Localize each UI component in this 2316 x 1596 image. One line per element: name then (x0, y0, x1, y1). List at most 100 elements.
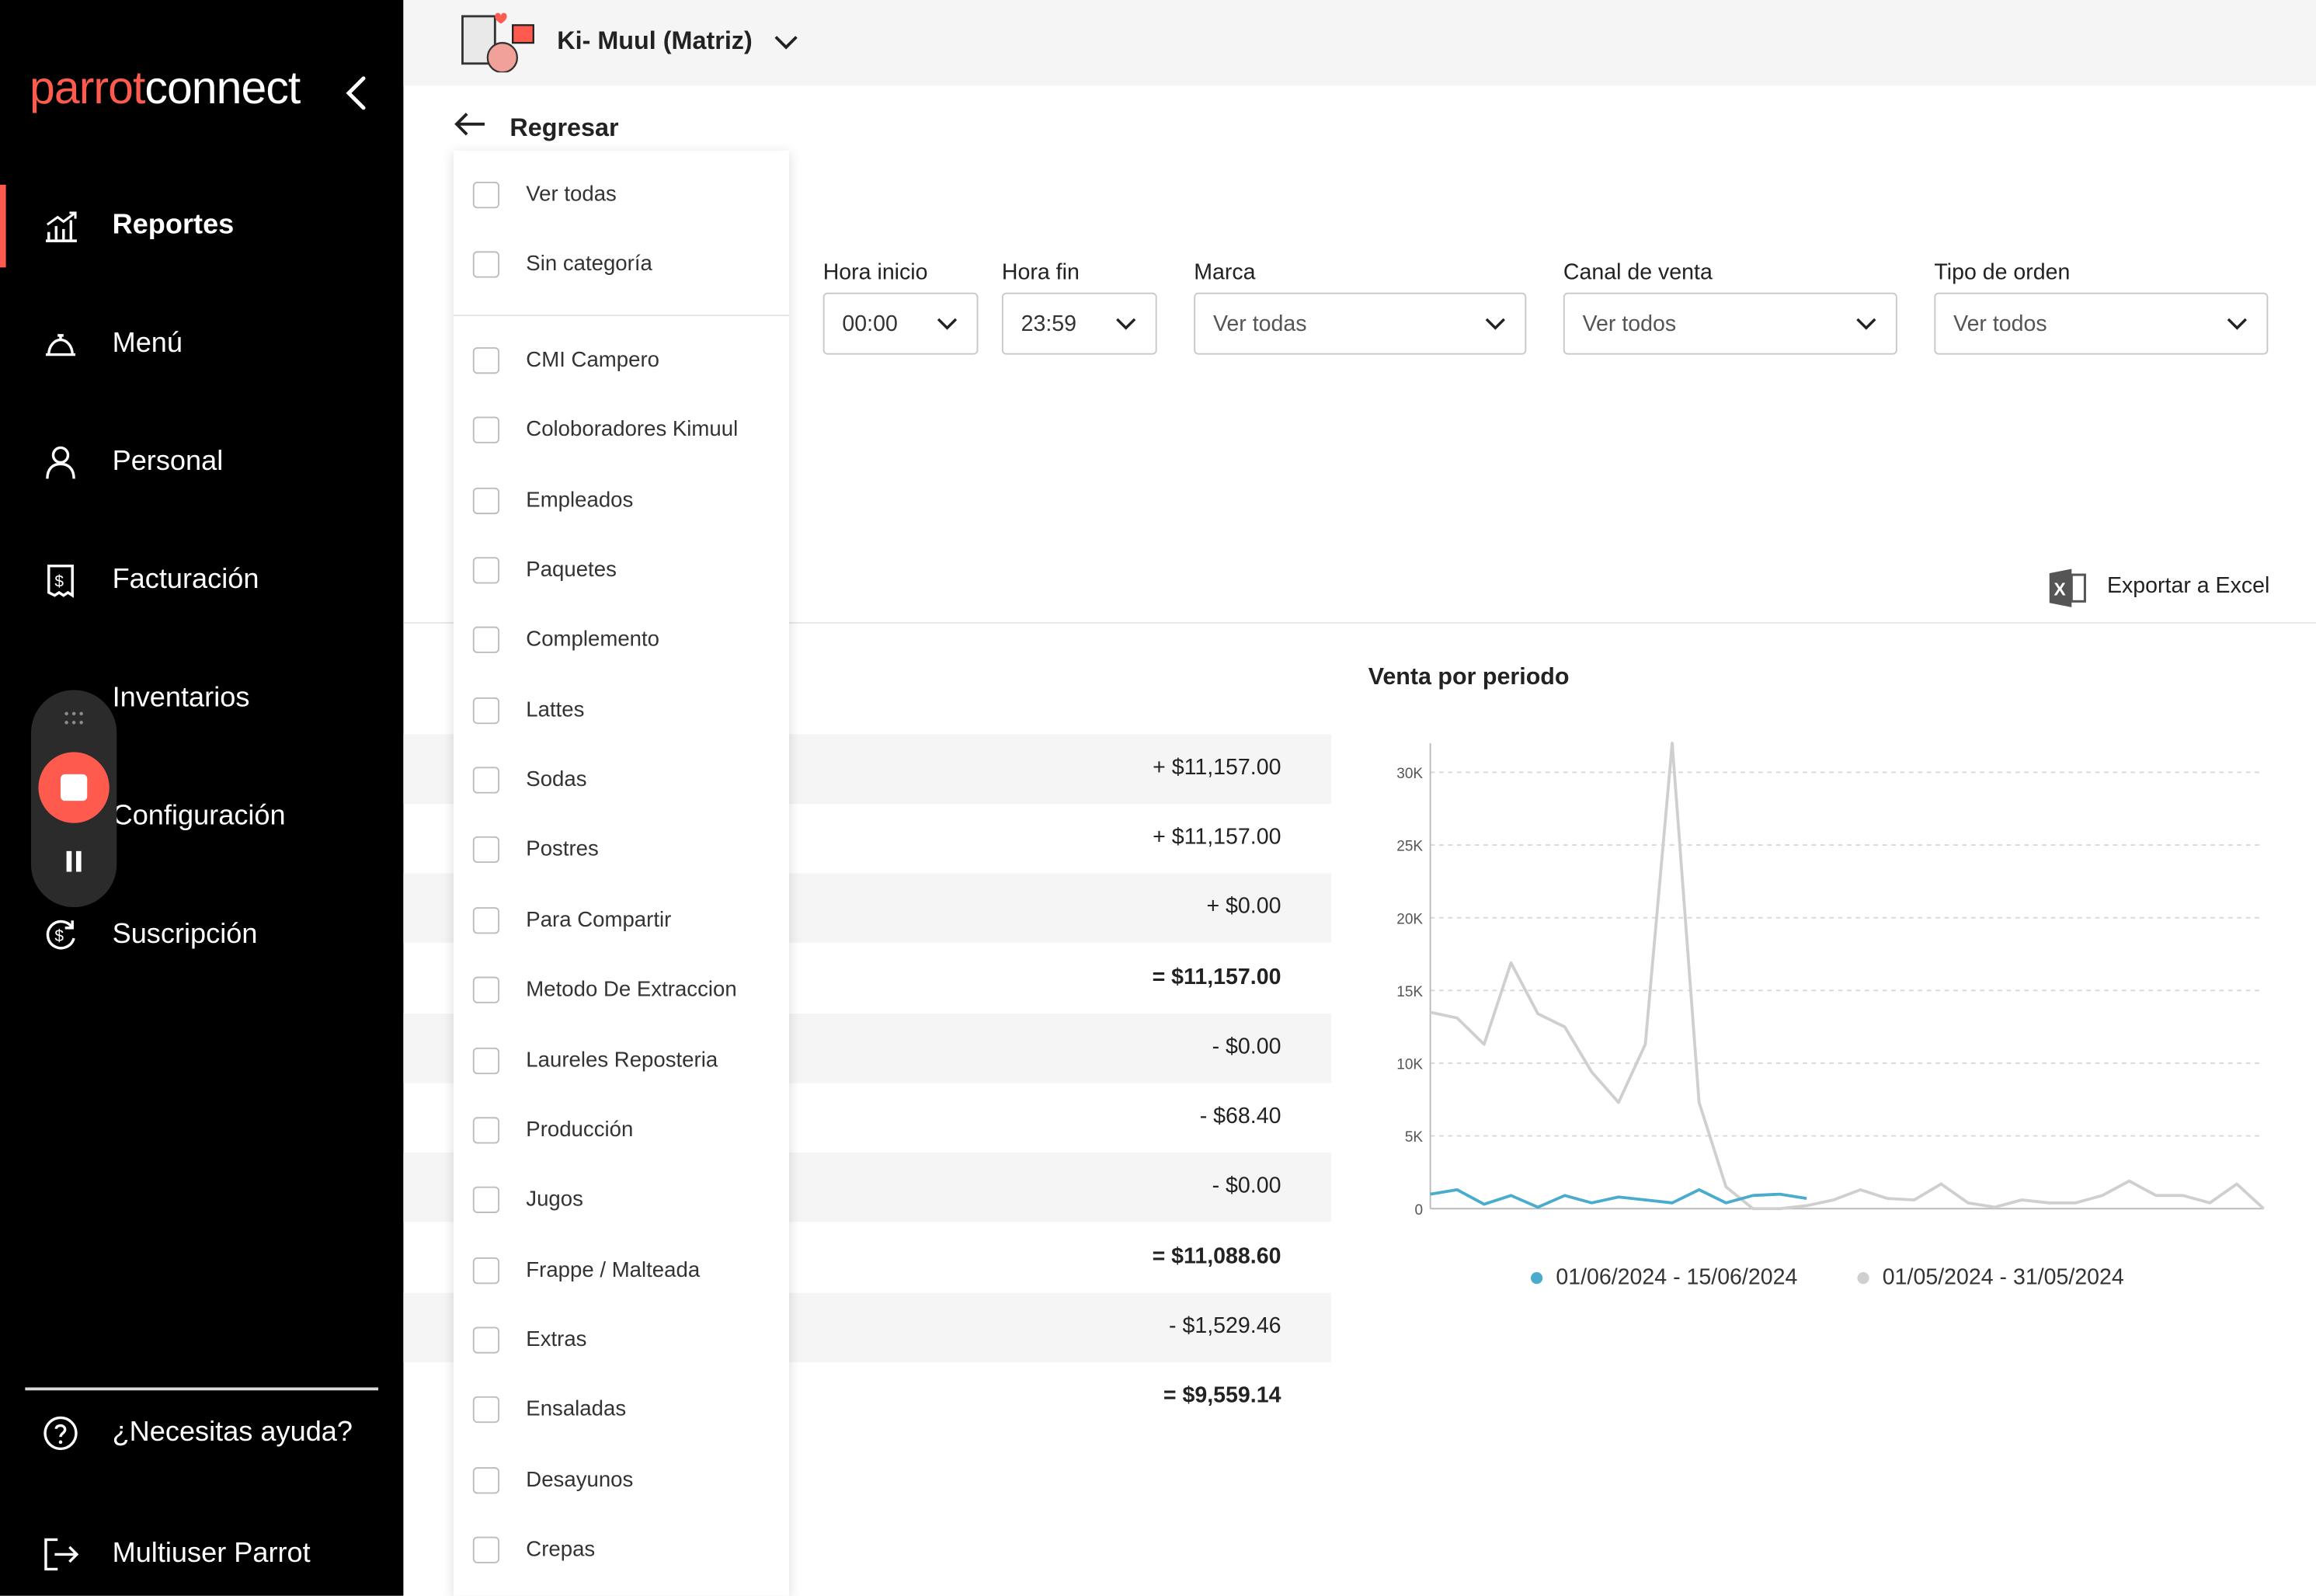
tipo-orden-select[interactable]: Ver todos (1934, 292, 2269, 355)
checkbox[interactable] (472, 1327, 500, 1354)
checkbox[interactable] (472, 251, 500, 278)
chevron-down-icon (1485, 318, 1505, 330)
category-option[interactable]: Paquetes (454, 538, 789, 607)
help-label: ¿Necesitas ayuda? (112, 1417, 353, 1448)
category-option[interactable]: Jugos (454, 1167, 789, 1236)
svg-text:$: $ (54, 927, 64, 945)
checkbox[interactable] (472, 697, 500, 724)
marca-select[interactable]: Ver todas (1194, 292, 1527, 355)
stop-recording-button[interactable] (38, 752, 110, 823)
option-label: CMI Campero (526, 348, 659, 373)
legend-label: 01/05/2024 - 31/05/2024 (1882, 1264, 2124, 1290)
category-option[interactable]: Producción (454, 1097, 789, 1167)
category-option[interactable]: Coloboradores Kimuul (454, 398, 789, 467)
series-line-previous (1430, 742, 2265, 1211)
category-option[interactable]: Metodo De Extraccion (454, 958, 789, 1027)
y-tick-label: 30K (1396, 766, 1423, 782)
category-option[interactable]: Empleados (454, 468, 789, 537)
dollar-cycle-icon: $ (46, 920, 75, 950)
category-option[interactable]: Crepas (454, 1518, 789, 1587)
category-option[interactable]: Sodas (454, 748, 789, 817)
collapse-sidebar-icon[interactable] (343, 74, 369, 120)
legend-item-previous[interactable]: 01/05/2024 - 31/05/2024 (1857, 1264, 2124, 1290)
logout-icon (44, 1538, 79, 1571)
checkbox[interactable] (472, 836, 500, 864)
nav-item-inventarios[interactable]: Inventarios (0, 658, 403, 741)
help-link[interactable]: ¿Necesitas ayuda? (0, 1392, 403, 1475)
nav-item-reportes[interactable]: Reportes (0, 184, 403, 268)
checkbox[interactable] (472, 1116, 500, 1144)
nav-item-personal[interactable]: Personal (0, 421, 403, 504)
drag-handle-icon[interactable] (64, 711, 85, 725)
nav-item-suscripcion[interactable]: $ Suscripción (0, 894, 403, 977)
category-option[interactable]: Laureles Reposteria (454, 1027, 789, 1097)
category-option[interactable]: Ensaladas (454, 1378, 789, 1447)
checkbox[interactable] (472, 417, 500, 444)
back-link[interactable]: Regresar (452, 110, 619, 142)
option-label: Postres (526, 838, 599, 862)
y-tick-label: 5K (1405, 1129, 1424, 1146)
topbar: Ki- Muul (Matriz) (403, 0, 2316, 86)
tipo-orden-label: Tipo de orden (1934, 259, 2071, 286)
category-option[interactable]: Para Compartir (454, 888, 789, 957)
chevron-down-icon (2227, 318, 2248, 330)
category-option[interactable]: Desayunos (454, 1448, 789, 1517)
chevron-down-icon[interactable] (773, 33, 799, 54)
checkbox[interactable] (472, 976, 500, 1004)
y-tick-label: 15K (1396, 984, 1423, 1000)
checkbox[interactable] (472, 1466, 500, 1493)
legend-item-current[interactable]: 01/06/2024 - 15/06/2024 (1530, 1265, 1797, 1290)
canal-label: Canal de venta (1563, 259, 1713, 286)
category-option[interactable]: Lattes (454, 678, 789, 747)
summary-row: + $11,157.00 (403, 804, 1331, 873)
canal-value: Ver todos (1582, 311, 1677, 337)
option-label: Laureles Reposteria (526, 1048, 718, 1073)
checkbox[interactable] (472, 1046, 500, 1074)
checkbox[interactable] (472, 1536, 500, 1563)
category-option[interactable]: Postres (454, 818, 789, 887)
hora-fin-select[interactable]: 23:59 (1001, 292, 1157, 355)
parrotconnect-logo: parrotconnect (30, 62, 301, 115)
checkbox[interactable] (472, 1257, 500, 1284)
category-option-sin-categoria[interactable]: Sin categoría (454, 232, 789, 301)
summary-value: - $0.00 (1212, 1034, 1281, 1060)
category-option[interactable]: Frappe / Malteada (454, 1237, 789, 1306)
export-excel-button[interactable]: Exportar a Excel (2106, 573, 2270, 599)
category-option[interactable]: Extras (454, 1308, 789, 1377)
checkbox[interactable] (472, 767, 500, 794)
legend-dot (1857, 1271, 1869, 1284)
checkbox[interactable] (472, 557, 500, 584)
hora-inicio-select[interactable]: 00:00 (822, 292, 979, 355)
option-label: Coloboradores Kimuul (526, 419, 739, 443)
nav-label: Suscripción (112, 919, 258, 951)
option-label: Producción (526, 1118, 634, 1142)
category-option[interactable]: CMI Campero (454, 328, 789, 397)
checkbox[interactable] (472, 487, 500, 514)
pause-icon[interactable] (64, 850, 85, 873)
option-label: Frappe / Malteada (526, 1258, 701, 1282)
category-option-ver-todas[interactable]: Ver todas (454, 162, 789, 231)
nav-label: Reportes (112, 210, 235, 242)
nav-item-facturacion[interactable]: $ Facturación (0, 539, 403, 622)
cloche-icon (45, 334, 76, 356)
recording-widget (30, 690, 117, 908)
option-label: Empleados (526, 489, 634, 513)
nav-item-menu[interactable]: Menú (0, 303, 403, 386)
checkbox[interactable] (472, 906, 500, 934)
store-name[interactable]: Ki- Muul (Matriz) (557, 26, 753, 55)
checkbox[interactable] (472, 1396, 500, 1424)
category-option[interactable]: Complemento (454, 608, 789, 677)
checkbox[interactable] (472, 182, 500, 209)
dropdown-divider (454, 315, 789, 317)
summary-value: + $11,157.00 (1153, 755, 1281, 781)
checkbox[interactable] (472, 1187, 500, 1214)
checkbox[interactable] (472, 627, 500, 654)
summary-value: - $1,529.46 (1169, 1313, 1281, 1339)
chevron-down-icon (1856, 318, 1876, 330)
checkbox[interactable] (472, 347, 500, 374)
nav-label: Inventarios (112, 682, 250, 714)
marca-label: Marca (1194, 259, 1256, 286)
excel-icon[interactable]: X (2046, 568, 2088, 609)
logout-link[interactable]: Multiuser Parrot (0, 1513, 403, 1596)
canal-select[interactable]: Ver todos (1563, 292, 1897, 355)
